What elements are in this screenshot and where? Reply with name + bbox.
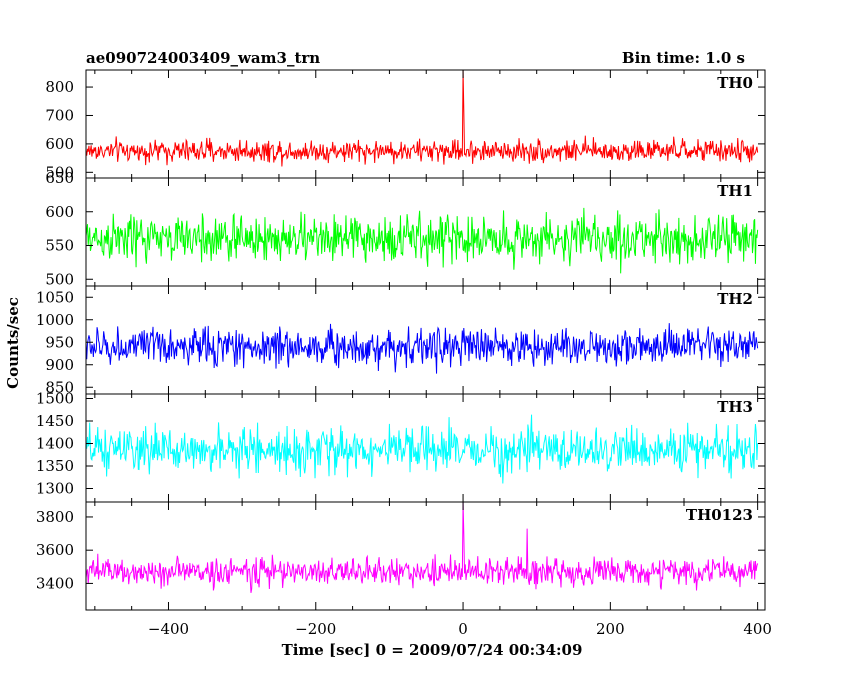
panel-label: TH3 bbox=[717, 398, 753, 416]
y-tick-label: 1050 bbox=[36, 288, 74, 306]
series-line-th2 bbox=[85, 323, 759, 374]
y-tick-label: 600 bbox=[45, 203, 74, 221]
x-tick-label: 0 bbox=[458, 620, 468, 638]
panel-label: TH1 bbox=[717, 182, 753, 200]
x-tick-label: 400 bbox=[743, 620, 772, 638]
panel-frame bbox=[85, 501, 766, 611]
panel-label: TH2 bbox=[717, 290, 753, 308]
panel-th1: 500 550 600 650 TH1 bbox=[45, 169, 766, 288]
panel-frame bbox=[85, 285, 766, 395]
panel-frame bbox=[85, 69, 766, 179]
y-tick-label: 1350 bbox=[36, 457, 74, 475]
y-tick-label: 1000 bbox=[36, 311, 74, 329]
x-tick-label: 200 bbox=[596, 620, 625, 638]
x-tick-label: −200 bbox=[295, 620, 336, 638]
y-tick-label: 650 bbox=[45, 169, 74, 187]
panel-th0: 500 600 700 800 TH0 bbox=[45, 69, 766, 181]
y-tick-label: 900 bbox=[45, 356, 74, 374]
panel-th3: 1300 1350 1400 1450 1500 TH3 bbox=[36, 390, 766, 503]
y-tick-label: 3800 bbox=[36, 508, 74, 526]
y-tick-label: 800 bbox=[45, 78, 74, 96]
series-line-th0123 bbox=[85, 501, 759, 593]
y-tick-label: 1300 bbox=[36, 480, 74, 498]
y-tick-label: 3400 bbox=[36, 574, 74, 592]
panels-group: 500 600 700 800 TH0 500 550 600 650 TH1 850 900 950 1… bbox=[36, 69, 772, 638]
panel-label: TH0 bbox=[717, 74, 753, 92]
x-axis-label: Time [sec] 0 = 2009/07/24 00:34:09 bbox=[282, 641, 583, 659]
series-line-th3 bbox=[85, 414, 759, 484]
y-tick-label: 1450 bbox=[36, 412, 74, 430]
y-tick-label: 600 bbox=[45, 135, 74, 153]
y-tick-label: 700 bbox=[45, 106, 74, 124]
panel-label: TH0123 bbox=[686, 506, 753, 524]
bin-time-label: Bin time: 1.0 s bbox=[622, 49, 745, 67]
y-tick-label: 3600 bbox=[36, 541, 74, 559]
series-line-th0 bbox=[85, 69, 759, 167]
panel-th2: 850 900 950 1000 1050 TH2 bbox=[36, 285, 766, 396]
y-axis-label: Counts/sec bbox=[4, 297, 22, 389]
y-tick-label: 550 bbox=[45, 237, 74, 255]
y-tick-label: 500 bbox=[45, 163, 74, 181]
series-line-th1 bbox=[85, 207, 759, 274]
y-tick-label: 500 bbox=[45, 270, 74, 288]
y-tick-label: 1400 bbox=[36, 435, 74, 453]
panel-frame bbox=[85, 177, 766, 287]
y-tick-label: 850 bbox=[45, 378, 74, 396]
panel-th0123: 3400 3600 3800 TH0123 bbox=[36, 501, 766, 611]
y-tick-label: 1500 bbox=[36, 390, 74, 408]
x-tick-label: −400 bbox=[148, 620, 189, 638]
y-tick-label: 950 bbox=[45, 333, 74, 351]
chart-title: ae090724003409_wam3_trn bbox=[86, 49, 320, 67]
